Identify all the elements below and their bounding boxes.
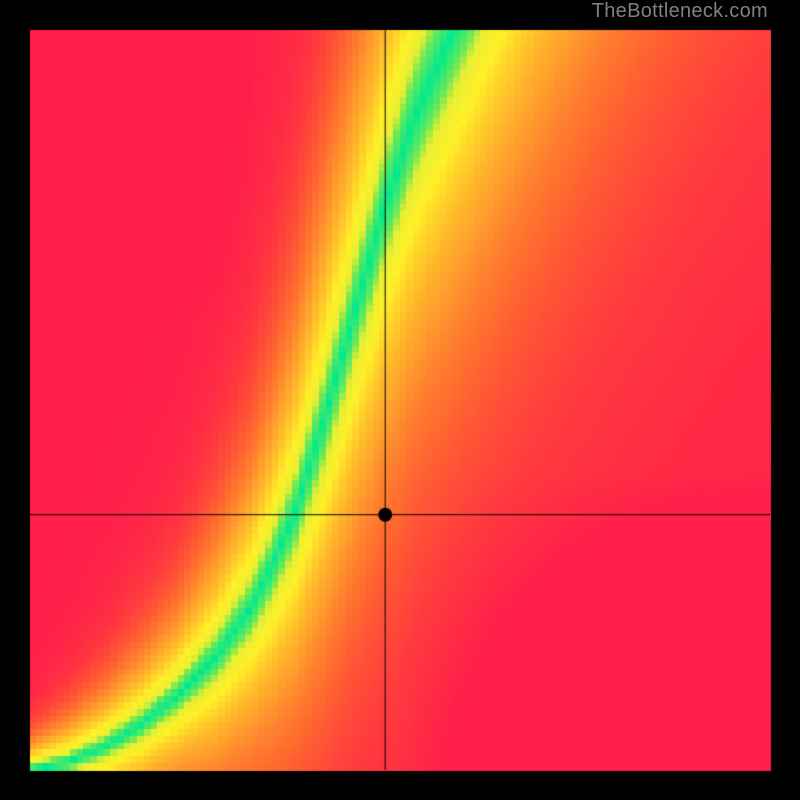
watermark-text: TheBottleneck.com [592, 0, 768, 23]
chart-container: { "watermark": { "text": "TheBottleneck.… [0, 0, 800, 800]
bottleneck-heatmap [0, 0, 800, 800]
